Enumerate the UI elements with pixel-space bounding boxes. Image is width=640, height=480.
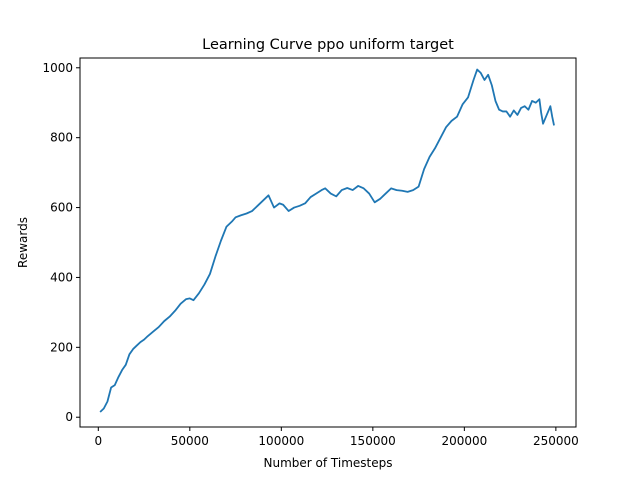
x-tick-label: 150000 bbox=[350, 434, 396, 448]
x-tick-label: 200000 bbox=[441, 434, 487, 448]
y-tick-label: 400 bbox=[50, 270, 73, 284]
reward-series-line bbox=[99, 68, 555, 413]
x-tick-label: 0 bbox=[94, 434, 102, 448]
chart-title: Learning Curve ppo uniform target bbox=[202, 37, 454, 53]
y-axis-label: Rewards bbox=[16, 217, 30, 268]
y-tick-label: 200 bbox=[50, 340, 73, 354]
x-tick-label: 100000 bbox=[258, 434, 304, 448]
x-tick-label: 50000 bbox=[171, 434, 209, 448]
y-tick-label: 0 bbox=[65, 410, 73, 424]
x-tick-label: 250000 bbox=[533, 434, 579, 448]
x-axis-label: Number of Timesteps bbox=[264, 456, 393, 470]
y-tick-label: 1000 bbox=[42, 61, 73, 75]
y-tick-label: 600 bbox=[50, 201, 73, 215]
plot-frame bbox=[79, 57, 577, 428]
y-tick-label: 800 bbox=[50, 131, 73, 145]
